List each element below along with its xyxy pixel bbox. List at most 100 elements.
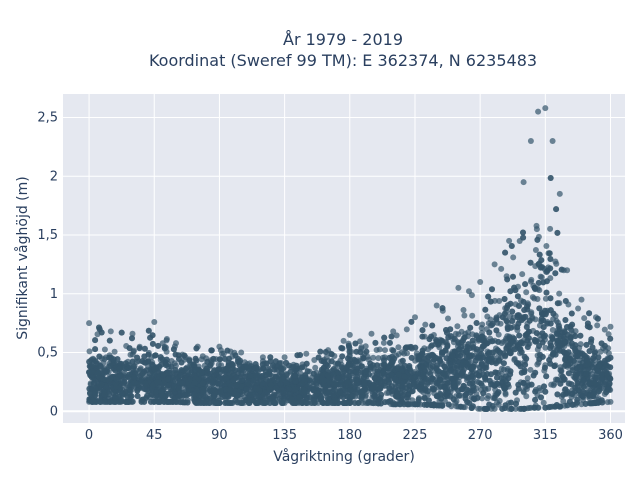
scatter-point — [224, 347, 231, 354]
scatter-point — [358, 394, 365, 401]
scatter-point — [139, 358, 146, 365]
scatter-point — [179, 399, 186, 406]
scatter-point — [549, 327, 556, 333]
scatter-point — [543, 243, 550, 249]
scatter-point — [558, 368, 565, 374]
scatter-point — [469, 312, 476, 319]
scatter-point — [488, 371, 494, 378]
scatter-point — [567, 335, 574, 342]
scatter-point — [562, 298, 569, 304]
scatter-point — [536, 343, 543, 349]
scatter-point — [344, 379, 351, 386]
scatter-point — [560, 398, 567, 405]
scatter-point — [580, 383, 587, 390]
scatter-point — [480, 390, 487, 397]
scatter-point — [392, 375, 399, 382]
scatter-point — [489, 320, 496, 327]
scatter-point — [452, 330, 459, 337]
scatter-point — [595, 362, 602, 369]
scatter-point — [591, 349, 598, 356]
scatter-point — [385, 376, 392, 383]
scatter-point — [462, 395, 469, 402]
scatter-point — [362, 343, 369, 350]
scatter-point — [155, 342, 162, 349]
scatter-point — [482, 376, 489, 383]
scatter-point — [541, 383, 547, 390]
scatter-point — [532, 388, 539, 395]
scatter-point — [156, 363, 163, 370]
scatter-point — [234, 358, 241, 365]
scatter-point — [460, 359, 467, 366]
scatter-point — [128, 393, 135, 400]
chart-title-line-1: År 1979 - 2019 — [283, 30, 403, 49]
scatter-point — [495, 338, 502, 345]
scatter-point — [542, 344, 549, 351]
scatter-point — [199, 353, 206, 360]
scatter-point — [328, 351, 335, 358]
scatter-point — [360, 374, 367, 381]
scatter-point — [562, 339, 569, 346]
scatter-point — [430, 353, 437, 360]
scatter-point — [547, 307, 554, 314]
scatter-point — [149, 340, 156, 347]
scatter-point — [536, 305, 543, 312]
scatter-point — [145, 327, 152, 334]
scatter-point — [179, 380, 186, 387]
scatter-point — [507, 350, 514, 357]
scatter-point — [461, 312, 468, 319]
scatter-point — [536, 251, 543, 258]
scatter-point — [312, 364, 319, 371]
scatter-point — [469, 337, 476, 344]
scatter-point — [541, 364, 548, 371]
scatter-point — [466, 400, 473, 406]
scatter-point — [540, 399, 547, 406]
scatter-point — [357, 338, 363, 345]
scatter-point — [590, 355, 597, 362]
scatter-point — [518, 317, 525, 323]
scatter-point — [283, 359, 290, 366]
scatter-point — [478, 334, 484, 340]
scatter-point — [540, 317, 547, 324]
scatter-point — [489, 338, 496, 345]
scatter-point — [520, 379, 527, 386]
scatter-point — [559, 373, 566, 380]
scatter-point — [118, 329, 125, 336]
scatter-point — [508, 324, 514, 331]
scatter-point — [406, 383, 413, 389]
scatter-point — [547, 256, 554, 262]
scatter-point — [371, 375, 378, 382]
scatter-point — [496, 298, 503, 304]
scatter-point — [101, 346, 108, 353]
scatter-point — [500, 350, 507, 357]
scatter-point — [380, 339, 387, 346]
scatter-point — [534, 361, 541, 368]
scatter-point — [345, 373, 352, 380]
scatter-point — [542, 388, 549, 395]
scatter-point — [532, 247, 539, 253]
scatter-point — [575, 305, 582, 312]
scatter-point — [595, 354, 602, 361]
scatter-point — [523, 324, 530, 330]
scatter-point — [216, 356, 223, 363]
scatter-point — [519, 271, 526, 278]
scatter-point — [247, 372, 253, 379]
scatter-point — [227, 400, 234, 406]
scatter-point — [460, 307, 467, 313]
scatter-point — [502, 390, 509, 397]
scatter-points — [86, 105, 614, 412]
scatter-point — [537, 273, 544, 280]
scatter-point — [501, 296, 508, 302]
scatter-point — [272, 358, 279, 365]
scatter-point — [139, 370, 146, 377]
scatter-point — [450, 396, 457, 403]
scatter-point — [306, 377, 313, 384]
scatter-point — [550, 350, 557, 357]
scatter-point — [594, 322, 601, 329]
scatter-point — [268, 395, 275, 402]
scatter-point — [554, 229, 561, 236]
scatter-point — [395, 344, 402, 351]
scatter-point — [422, 321, 429, 328]
scatter-point — [209, 380, 216, 387]
scatter-point — [252, 361, 259, 368]
scatter-point — [96, 353, 103, 360]
